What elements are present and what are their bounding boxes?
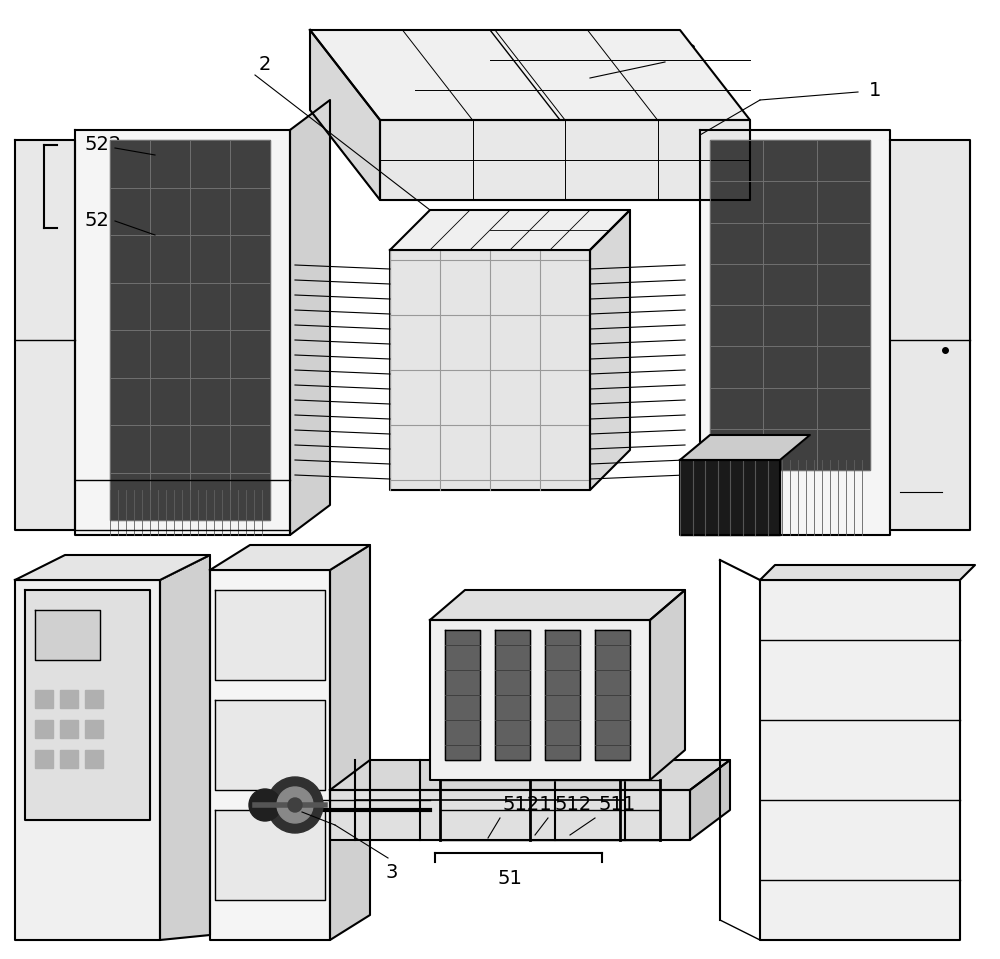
Polygon shape: [35, 720, 53, 738]
Polygon shape: [760, 580, 960, 940]
Polygon shape: [25, 590, 150, 820]
Circle shape: [249, 789, 281, 821]
Polygon shape: [650, 590, 685, 780]
Polygon shape: [890, 140, 970, 530]
Polygon shape: [215, 810, 325, 900]
Polygon shape: [330, 790, 690, 840]
Polygon shape: [15, 580, 160, 940]
Polygon shape: [690, 760, 730, 840]
Text: 1: 1: [869, 81, 881, 100]
Polygon shape: [330, 545, 370, 940]
Text: 521: 521: [85, 212, 122, 230]
Polygon shape: [210, 545, 370, 570]
Text: 2: 2: [259, 56, 271, 75]
Text: 4: 4: [949, 485, 961, 504]
Polygon shape: [60, 720, 78, 738]
Polygon shape: [35, 690, 53, 708]
Circle shape: [267, 777, 323, 833]
Text: 522: 522: [85, 135, 122, 154]
Polygon shape: [430, 620, 650, 780]
Polygon shape: [330, 760, 730, 790]
Polygon shape: [110, 140, 270, 520]
Polygon shape: [545, 630, 580, 760]
Polygon shape: [700, 130, 890, 535]
Polygon shape: [15, 555, 210, 580]
Circle shape: [277, 787, 313, 823]
Polygon shape: [75, 130, 290, 535]
Polygon shape: [35, 610, 100, 660]
Polygon shape: [445, 630, 480, 760]
Polygon shape: [760, 565, 975, 580]
Text: 5121: 5121: [502, 796, 552, 814]
Polygon shape: [35, 750, 53, 768]
Polygon shape: [85, 690, 103, 708]
Text: 3: 3: [386, 863, 398, 882]
Polygon shape: [595, 630, 630, 760]
Polygon shape: [60, 690, 78, 708]
Text: 52: 52: [18, 175, 43, 195]
Polygon shape: [60, 750, 78, 768]
Polygon shape: [680, 435, 810, 460]
Text: 512: 512: [555, 796, 592, 814]
Polygon shape: [590, 210, 630, 490]
Polygon shape: [85, 720, 103, 738]
Polygon shape: [290, 100, 330, 535]
Text: 51: 51: [498, 869, 522, 887]
Polygon shape: [390, 250, 590, 490]
Polygon shape: [215, 700, 325, 790]
Polygon shape: [710, 140, 870, 470]
Polygon shape: [380, 120, 750, 200]
Polygon shape: [160, 555, 210, 940]
Polygon shape: [85, 750, 103, 768]
Polygon shape: [390, 210, 630, 250]
Polygon shape: [495, 630, 530, 760]
Polygon shape: [215, 590, 325, 680]
Polygon shape: [310, 30, 380, 200]
Polygon shape: [210, 570, 330, 940]
Polygon shape: [310, 30, 750, 120]
Text: 53: 53: [673, 42, 697, 61]
Circle shape: [288, 798, 302, 812]
Polygon shape: [15, 140, 75, 530]
Polygon shape: [430, 590, 685, 620]
Polygon shape: [680, 460, 780, 535]
Text: 511: 511: [598, 796, 635, 814]
